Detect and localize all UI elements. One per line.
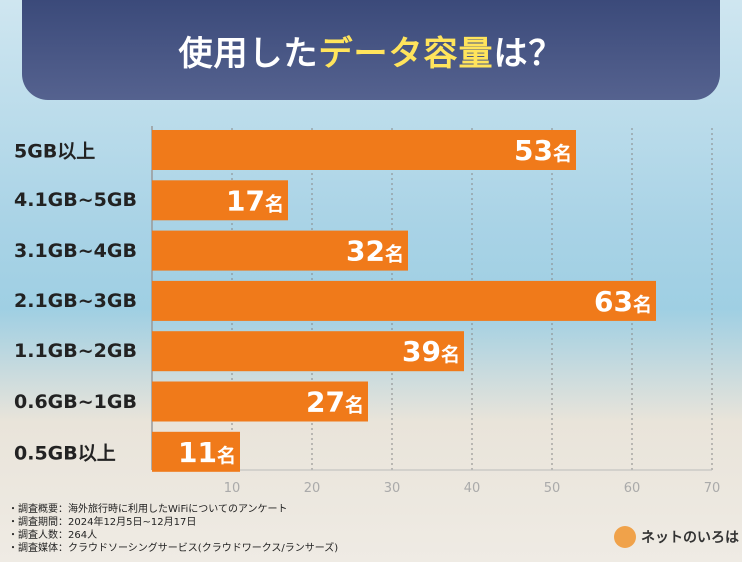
bar	[152, 280, 656, 321]
data-label: 53名	[514, 134, 572, 167]
data-label: 11名	[178, 436, 236, 469]
category-label: 2.1GB~3GB	[14, 289, 137, 312]
bar	[152, 331, 464, 372]
footer-line: ・調査概要：海外旅行時に利用したWiFiについてのアンケート	[8, 504, 288, 515]
data-label: 27名	[306, 386, 364, 419]
logo-text: ネットのいろは	[641, 530, 739, 546]
x-tick-label: 30	[384, 481, 401, 496]
x-tick-label: 40	[464, 481, 481, 496]
bar	[152, 230, 408, 271]
category-label: 0.6GB~1GB	[14, 390, 137, 413]
data-label: 17名	[226, 184, 284, 217]
footer-line: ・調査期間：2024年12月5日~12月17日	[8, 517, 197, 528]
category-label: 4.1GB~5GB	[14, 189, 137, 212]
x-tick-label: 20	[304, 481, 321, 496]
data-label: 32名	[346, 235, 404, 268]
x-tick-label: 50	[544, 481, 561, 496]
bar	[152, 180, 288, 221]
category-label: 3.1GB~4GB	[14, 239, 137, 262]
title-prefix: 使用した	[178, 33, 319, 74]
title-suffix: は？	[493, 33, 564, 74]
brand-logo: ネットのいろは	[614, 526, 739, 548]
data-label: 39名	[402, 335, 460, 368]
x-tick-label: 60	[624, 481, 641, 496]
category-label: 0.5GB以上	[14, 442, 116, 465]
x-tick-label: 70	[704, 481, 721, 496]
category-label: 1.1GB~2GB	[14, 340, 137, 363]
title-banner: 使用した データ容量 は？	[22, 0, 720, 100]
bar	[152, 381, 368, 422]
bar	[152, 130, 576, 170]
footer-line: ・調査媒体：クラウドソーシングサービス(クラウドワークス/ランサーズ)	[8, 543, 339, 554]
x-tick-label: 10	[224, 481, 241, 496]
footer-line: ・調査人数：264人	[8, 530, 98, 541]
footer-notes: ・調査概要：海外旅行時に利用したWiFiについてのアンケート ・調査期間：202…	[8, 503, 338, 555]
title-highlight: データ容量	[318, 33, 494, 74]
logo-icon	[614, 526, 636, 548]
category-label: 5GB以上	[14, 140, 96, 163]
data-label: 63名	[594, 285, 652, 318]
bar	[152, 431, 240, 472]
